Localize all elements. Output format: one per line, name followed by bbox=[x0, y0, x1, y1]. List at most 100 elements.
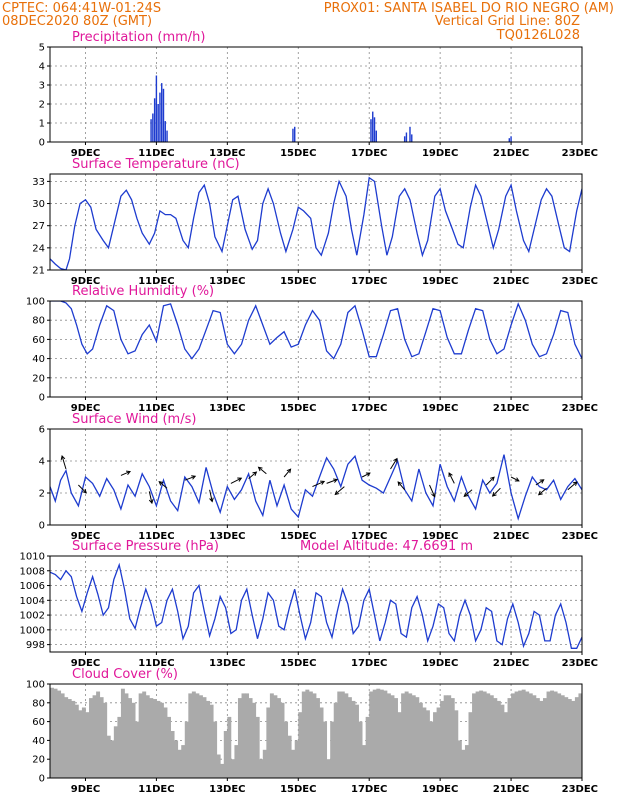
precipitation-title: Precipitation (mm/h) bbox=[72, 30, 205, 45]
cloud-cover-panel: 0 20 40 60 80 100 9DEC 11DEC 13DEC 15DEC 17DEC 19DE… bbox=[26, 667, 598, 795]
cloud-cover-bar bbox=[546, 691, 551, 778]
precip-bar bbox=[157, 104, 159, 142]
precipitation-x-tick-label: 23DEC bbox=[562, 148, 598, 159]
cloud-cover-bar bbox=[394, 698, 398, 778]
temperature-x-tick-label: 19DEC bbox=[422, 276, 458, 287]
cloud-cover-bar bbox=[457, 740, 462, 778]
cloud-cover-y-tick-label: 20 bbox=[32, 755, 45, 766]
cloud-cover-bar bbox=[202, 697, 207, 778]
cloud-cover-bar bbox=[379, 689, 384, 778]
cloud-cover-bar bbox=[294, 740, 299, 778]
wind-arrow-head bbox=[539, 479, 545, 484]
cloud-cover-bar bbox=[128, 698, 132, 778]
cloud-cover-bar bbox=[365, 716, 370, 778]
precipitation-y-tick-label: 5 bbox=[39, 43, 45, 54]
precip-bar bbox=[152, 113, 154, 142]
precipitation-x-tick-label: 19DEC bbox=[422, 148, 458, 159]
precip-bar bbox=[373, 117, 376, 142]
cloud-cover-bar bbox=[557, 693, 562, 778]
wind-y-tick-label: 4 bbox=[39, 457, 45, 468]
precipitation-y-tick-label: 2 bbox=[39, 100, 45, 111]
wind-y-tick-label: 0 bbox=[39, 521, 45, 532]
wind-arrow bbox=[361, 472, 371, 478]
wind-arrow-head bbox=[209, 497, 214, 503]
pressure-x-tick-label: 13DEC bbox=[209, 658, 245, 669]
cloud-cover-bar bbox=[60, 693, 65, 778]
cloud-cover-bar bbox=[291, 749, 296, 778]
precip-bar bbox=[159, 92, 161, 142]
precip-bar bbox=[370, 119, 372, 142]
wind-arrow-head bbox=[491, 492, 497, 497]
wind-x-tick-label: 19DEC bbox=[422, 531, 458, 542]
wind-title: Surface Wind (m/s) bbox=[72, 412, 196, 427]
precip-bar bbox=[150, 119, 152, 142]
wind-arrow-head bbox=[257, 466, 263, 472]
precipitation-x-tick-label: 11DEC bbox=[138, 148, 174, 159]
humidity-y-tick-label: 100 bbox=[26, 297, 45, 308]
temperature-title: Surface Temperature (nC) bbox=[72, 157, 240, 172]
cloud-cover-bar bbox=[184, 721, 189, 778]
cloud-cover-bar bbox=[99, 697, 104, 778]
cloud-cover-bar bbox=[333, 702, 338, 778]
cloud-cover-bar bbox=[85, 712, 90, 778]
temperature-y-tick-label: 33 bbox=[32, 177, 45, 188]
cloud-cover-bar bbox=[362, 745, 367, 778]
precipitation-x-tick-label: 15DEC bbox=[280, 148, 316, 159]
pressure-y-tick-label: 1002 bbox=[20, 611, 45, 622]
cloud-cover-bar bbox=[443, 695, 448, 778]
wind-frame bbox=[49, 428, 583, 526]
wind-arrow-head bbox=[126, 470, 131, 475]
cloud-cover-bar bbox=[376, 688, 381, 778]
cloud-cover-bar bbox=[206, 700, 210, 778]
cloud-cover-bar bbox=[237, 698, 242, 778]
pressure-y-tick-label: 1010 bbox=[20, 552, 45, 563]
wind-arrow-head bbox=[82, 488, 87, 494]
pressure-y-tick-label: 998 bbox=[26, 640, 45, 651]
cloud-cover-x-tick-label: 11DEC bbox=[138, 784, 174, 795]
wind-x-tick-label: 21DEC bbox=[493, 531, 529, 542]
cloud-cover-bar bbox=[503, 712, 508, 778]
humidity-panel: 0 20 40 60 80 100 9DEC 11DEC 13DEC 15DEC 17DEC 19DE… bbox=[26, 284, 598, 414]
cloud-cover-bar bbox=[145, 695, 150, 778]
cloud-cover-bar bbox=[124, 693, 129, 778]
wind-arrow bbox=[535, 479, 544, 486]
humidity-y-tick-label: 60 bbox=[32, 335, 45, 346]
wind-y-tick-label: 6 bbox=[39, 425, 45, 436]
cloud-cover-bar bbox=[159, 702, 164, 778]
cloud-cover-bar bbox=[106, 735, 111, 778]
humidity-x-tick-label: 21DEC bbox=[493, 403, 529, 414]
wind-plot-area bbox=[50, 454, 582, 521]
precip-bar bbox=[164, 121, 166, 142]
cloud-cover-bar bbox=[514, 691, 519, 778]
precipitation-frame bbox=[49, 46, 583, 143]
pressure-y-tick-label: 1006 bbox=[20, 581, 45, 592]
cloud-cover-frame bbox=[49, 683, 583, 779]
cloud-cover-bar bbox=[276, 698, 281, 778]
cloud-cover-bar bbox=[330, 721, 335, 778]
header-station-name: PROX01: SANTA ISABEL DO RIO NEGRO (AM) bbox=[324, 1, 614, 16]
wind-arrow-head bbox=[537, 490, 543, 496]
cloud-cover-bar bbox=[120, 688, 125, 778]
cloud-cover-x-tick-label: 21DEC bbox=[493, 784, 529, 795]
temperature-x-tick-label: 13DEC bbox=[209, 276, 245, 287]
pressure-annotation: Model Altitude: 47.6691 m bbox=[300, 539, 473, 554]
cloud-cover-bar bbox=[227, 716, 232, 778]
wind-y-tick-label: 2 bbox=[39, 489, 45, 500]
header-location-coords: CPTEC: 064:41W-01:24S bbox=[2, 1, 161, 16]
cloud-cover-y-tick-label: 40 bbox=[32, 736, 45, 747]
precip-bar bbox=[409, 126, 411, 142]
wind-arrow-head bbox=[334, 490, 340, 496]
wind-series-line bbox=[50, 454, 582, 521]
cloud-cover-bar bbox=[418, 702, 423, 778]
cloud-cover-bar bbox=[415, 697, 420, 778]
precip-bar bbox=[508, 138, 511, 142]
cloud-cover-bar bbox=[386, 693, 391, 778]
wind-arrow bbox=[463, 489, 473, 497]
cloud-cover-bar bbox=[567, 699, 572, 778]
cloud-cover-bar bbox=[177, 749, 182, 778]
cloud-cover-bar bbox=[57, 690, 62, 778]
cloud-cover-bar bbox=[447, 695, 452, 778]
wind-x-tick-label: 17DEC bbox=[351, 531, 387, 542]
cloud-cover-bar bbox=[195, 693, 200, 778]
precip-bar bbox=[155, 75, 158, 142]
